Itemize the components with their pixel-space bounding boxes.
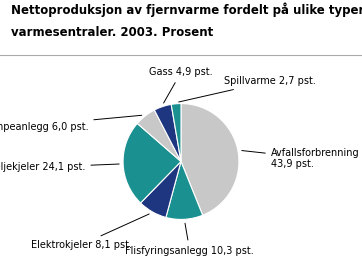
Text: Elektrokjeler 8,1 pst.: Elektrokjeler 8,1 pst.	[31, 214, 149, 250]
Text: Nettoproduksjon av fjernvarme fordelt på ulike typer: Nettoproduksjon av fjernvarme fordelt på…	[11, 3, 362, 17]
Wedge shape	[154, 104, 181, 161]
Text: Oljekjeler 24,1 pst.: Oljekjeler 24,1 pst.	[0, 162, 119, 172]
Wedge shape	[123, 124, 181, 203]
Text: Spillvarme 2,7 pst.: Spillvarme 2,7 pst.	[179, 76, 316, 102]
Wedge shape	[171, 103, 181, 161]
Text: Flisfyringsanlegg 10,3 pst.: Flisfyringsanlegg 10,3 pst.	[125, 223, 254, 256]
Text: Avfallsforbrenning
43,9 pst.: Avfallsforbrenning 43,9 pst.	[242, 148, 359, 170]
Wedge shape	[166, 161, 203, 219]
Wedge shape	[140, 161, 181, 217]
Text: Varmepumpeanlegg 6,0 pst.: Varmepumpeanlegg 6,0 pst.	[0, 115, 142, 132]
Wedge shape	[137, 110, 181, 161]
Text: varmesentraler. 2003. Prosent: varmesentraler. 2003. Prosent	[11, 26, 213, 39]
Text: Gass 4,9 pst.: Gass 4,9 pst.	[149, 68, 213, 103]
Wedge shape	[181, 103, 239, 215]
